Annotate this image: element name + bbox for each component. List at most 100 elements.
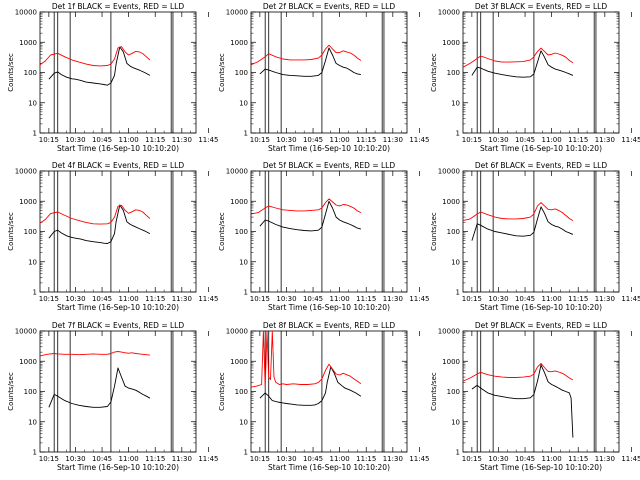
panel-title: Det 8f BLACK = Events, RED = LLD xyxy=(263,321,396,330)
x-tick-label: 10:30 xyxy=(488,455,508,463)
x-tick-label: 11:00 xyxy=(119,295,139,303)
x-tick-label: 10:45 xyxy=(303,295,323,303)
series-lld-line xyxy=(250,44,362,66)
y-axis-label: Counts/sec xyxy=(430,212,438,251)
y-tick-label: 1000 xyxy=(442,198,460,206)
panel-7: Det 7f BLACK = Events, RED = LLD 1 10 100 10… xyxy=(7,321,219,472)
y-tick-label: 10000 xyxy=(438,328,460,336)
y-tick-label: 1000 xyxy=(442,358,460,366)
x-tick-label: 11:45 xyxy=(198,455,218,463)
series-lld-line xyxy=(462,362,574,382)
y-tick-label: 10000 xyxy=(226,328,248,336)
x-tick-label: 10:45 xyxy=(515,295,535,303)
x-tick-label: 11:45 xyxy=(621,455,640,463)
y-tick-label: 10 xyxy=(451,258,460,266)
x-tick-label: 10:30 xyxy=(276,455,296,463)
y-tick-label: 10 xyxy=(451,418,460,426)
y-tick-label: 1000 xyxy=(19,39,37,47)
panel-5: Det 5f BLACK = Events, RED = LLD 1 10 100 10… xyxy=(218,161,430,312)
series-lld-line xyxy=(39,46,151,67)
y-tick-label: 100 xyxy=(235,69,248,77)
x-tick-label: 10:30 xyxy=(276,136,296,144)
series-events-line xyxy=(259,366,362,406)
x-axis-label: Start Time (16-Sep-10 10:10:20) xyxy=(268,144,390,153)
x-tick-label: 11:00 xyxy=(330,295,350,303)
series-events-line xyxy=(259,47,361,77)
x-tick-label: 11:30 xyxy=(595,455,615,463)
x-tick-label: 11:00 xyxy=(119,455,139,463)
x-tick-label: 11:45 xyxy=(409,295,429,303)
series-events-line xyxy=(471,50,574,78)
x-tick-label: 10:15 xyxy=(39,295,59,303)
y-tick-label: 1000 xyxy=(230,198,248,206)
y-axis-label: Counts/sec xyxy=(218,212,226,251)
x-axis-label: Start Time (16-Sep-10 10:10:20) xyxy=(480,144,602,153)
y-tick-label: 1 xyxy=(244,449,248,457)
panel-title: Det 1f BLACK = Events, RED = LLD xyxy=(52,2,185,11)
x-axis-label: Start Time (16-Sep-10 10:10:20) xyxy=(57,144,179,153)
y-tick-label: 1 xyxy=(244,289,248,297)
x-tick-label: 11:30 xyxy=(383,455,403,463)
x-tick-label: 11:15 xyxy=(356,136,376,144)
y-tick-label: 100 xyxy=(447,228,460,236)
series-events-line xyxy=(48,46,151,86)
x-tick-label: 11:45 xyxy=(621,136,640,144)
panel-3: Det 3f BLACK = Events, RED = LLD 1 10 100 10… xyxy=(430,2,640,153)
x-tick-label: 10:15 xyxy=(39,136,59,144)
x-axis-label: Start Time (16-Sep-10 10:10:20) xyxy=(57,303,179,312)
y-axis-label: Counts/sec xyxy=(218,53,226,92)
panel-title: Det 2f BLACK = Events, RED = LLD xyxy=(263,2,396,11)
y-tick-label: 100 xyxy=(235,228,248,236)
x-axis-label: Start Time (16-Sep-10 10:10:20) xyxy=(480,303,602,312)
series-events-line xyxy=(48,367,151,408)
y-tick-label: 10 xyxy=(239,99,248,107)
x-axis-label: Start Time (16-Sep-10 10:10:20) xyxy=(268,463,390,472)
panel-8: Det 8f BLACK = Events, RED = LLD 1 10 100 10… xyxy=(218,321,430,472)
y-axis-label: Counts/sec xyxy=(430,53,438,92)
x-tick-label: 11:45 xyxy=(198,295,218,303)
x-tick-label: 11:45 xyxy=(409,455,429,463)
y-tick-label: 100 xyxy=(24,228,37,236)
y-tick-label: 10 xyxy=(239,418,248,426)
y-tick-label: 10000 xyxy=(226,168,248,176)
panel-title: Det 9f BLACK = Events, RED = LLD xyxy=(475,321,608,330)
x-tick-label: 11:00 xyxy=(542,455,562,463)
x-tick-label: 10:15 xyxy=(250,295,270,303)
y-tick-label: 1000 xyxy=(19,198,37,206)
panel-title: Det 5f BLACK = Events, RED = LLD xyxy=(263,161,396,170)
y-axis-label: Counts/sec xyxy=(430,372,438,411)
x-tick-label: 10:15 xyxy=(39,455,59,463)
x-tick-label: 10:30 xyxy=(65,295,85,303)
y-tick-label: 10 xyxy=(28,99,37,107)
panel-title: Det 7f BLACK = Events, RED = LLD xyxy=(52,321,185,330)
panel-title: Det 6f BLACK = Events, RED = LLD xyxy=(475,161,608,170)
y-tick-label: 100 xyxy=(24,69,37,77)
panel-title: Det 4f BLACK = Events, RED = LLD xyxy=(52,161,185,170)
x-tick-label: 10:15 xyxy=(250,455,270,463)
x-tick-label: 10:15 xyxy=(462,136,482,144)
y-tick-label: 1000 xyxy=(230,358,248,366)
x-tick-label: 11:30 xyxy=(172,295,192,303)
y-axis-label: Counts/sec xyxy=(7,53,15,92)
y-axis-label: Counts/sec xyxy=(7,212,15,251)
x-tick-label: 11:30 xyxy=(172,455,192,463)
x-tick-label: 10:30 xyxy=(488,136,508,144)
x-tick-label: 11:30 xyxy=(383,295,403,303)
x-tick-label: 10:30 xyxy=(65,455,85,463)
x-tick-label: 10:15 xyxy=(250,136,270,144)
series-lld-line xyxy=(39,351,150,357)
x-axis-label: Start Time (16-Sep-10 10:10:20) xyxy=(268,303,390,312)
y-tick-label: 100 xyxy=(447,69,460,77)
y-tick-label: 1000 xyxy=(230,39,248,47)
series-lld-line xyxy=(462,202,574,222)
series-lld-line xyxy=(250,330,362,388)
x-tick-label: 10:45 xyxy=(303,455,323,463)
x-tick-label: 11:15 xyxy=(568,136,588,144)
x-tick-label: 10:45 xyxy=(92,295,112,303)
y-tick-label: 10000 xyxy=(15,328,37,336)
x-tick-label: 10:30 xyxy=(276,295,296,303)
x-tick-label: 11:30 xyxy=(595,295,615,303)
series-events-line xyxy=(48,204,151,244)
y-tick-label: 10000 xyxy=(15,168,37,176)
y-tick-label: 1 xyxy=(33,130,37,138)
